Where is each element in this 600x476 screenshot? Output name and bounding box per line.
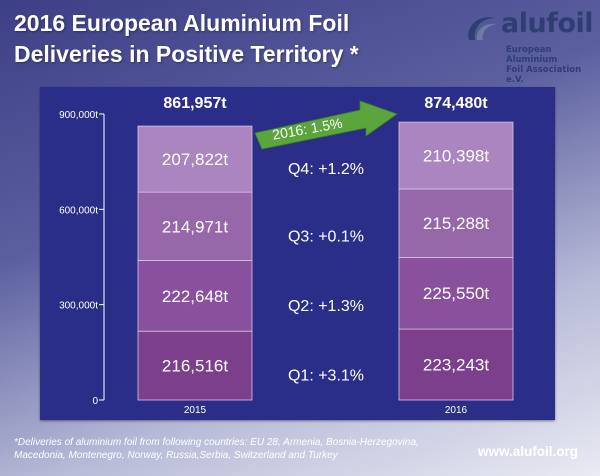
x-tick-label: 2015 [184,405,207,416]
x-tick-label: 2016 [445,405,468,416]
swoosh-icon [468,17,497,40]
segment-label: 214,971t [162,217,228,236]
segment-label: 207,822t [162,150,228,169]
quarter-change-label: Q3: +0.1% [288,228,364,245]
segment-label: 215,288t [423,214,489,233]
quarter-change-label: Q2: +1.3% [288,298,364,315]
quarter-change-label: Q1: +3.1% [288,368,364,385]
website-link[interactable]: www.alufoil.org [478,444,578,459]
quarter-changes: Q1: +3.1% Q2: +1.3% Q3: +0.1% Q4: +1.2% [288,161,364,384]
bar-segment-2016-q4 [398,121,514,190]
total-label: 874,480t [424,95,488,112]
bar-segment-2016-q3 [398,188,514,258]
segment-label: 216,516t [162,357,228,376]
alufoil-logo: alufoil European Aluminium Foil Associat… [461,8,594,85]
y-tick-label: 600,000t [59,205,98,216]
arrow-shape [254,100,398,150]
segment-label: 223,243t [423,356,489,375]
logo-subtitle-line1: European Aluminium [506,45,558,65]
chart-title-line1: 2016 European Aluminium Foil [14,10,350,36]
chart-title: 2016 European Aluminium Foil Deliveries … [14,8,359,70]
segment-label: 222,648t [162,287,228,306]
y-tick-label: 0 [92,396,98,407]
y-tick-label: 900,000t [59,110,98,121]
bars-group: 216,516t 222,648t 214,971t 207,822t 861,957t… [137,95,514,416]
bar-segment-2015-q4 [137,125,253,193]
bar-segment-2016-q2 [398,256,514,330]
segment-label: 225,550t [423,284,489,303]
segment-label: 210,398t [423,147,489,166]
quarter-change-label: Q4: +1.2% [288,161,364,178]
total-label: 861,957t [163,95,227,112]
y-tick-label: 300,000t [59,301,98,312]
logo-subtitle: European Aluminium Foil Association e.V. [506,45,591,85]
footnote: *Deliveries of aluminium foil from follo… [14,437,419,461]
chart-title-line2: Deliveries in Positive Territory * [14,41,359,67]
logo-wordmark: alufoil [501,8,594,39]
logo-subtitle-line2: Foil Association e.V. [506,65,582,85]
y-axis: 0 300,000t 600,000t 900,000t [59,110,104,407]
